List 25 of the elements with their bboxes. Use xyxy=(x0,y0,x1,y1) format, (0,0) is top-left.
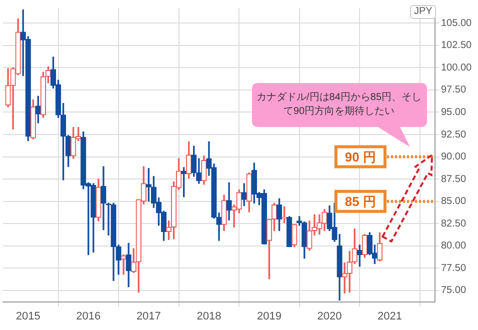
y-tick-label: 92.50 xyxy=(441,129,466,140)
x-tick-label: 2020 xyxy=(317,310,342,323)
y-tick-label: 85.00 xyxy=(441,196,466,208)
x-tick-label: 2017 xyxy=(136,310,161,323)
y-tick-label: 82.50 xyxy=(441,218,466,230)
y-tick-label: 97.50 xyxy=(441,84,466,96)
y-tick-label: 77.50 xyxy=(441,262,466,274)
y-tick-label: 87.50 xyxy=(441,174,466,185)
annotation: カナダドル/円は84円から85円、そして90円方向を期待したい xyxy=(255,91,423,119)
y-tick-label: 102.50 xyxy=(441,40,472,52)
ref-line-label: 90 円 xyxy=(344,149,376,164)
x-tick-label: 2015 xyxy=(16,310,40,323)
x-tick-label: 2016 xyxy=(76,310,101,323)
y-tick-label: 90.00 xyxy=(441,152,466,163)
y-tick-label: 95.00 xyxy=(441,106,466,118)
x-tick-label: 2021 xyxy=(378,310,402,323)
candlestick xyxy=(120,254,126,275)
y-tick-label: 80.00 xyxy=(441,240,466,252)
ref-line-label: 85 円 xyxy=(344,194,376,209)
x-tick-label: 2018 xyxy=(196,310,222,323)
x-tick-label: 2019 xyxy=(256,310,282,323)
y-tick-label: 105.00 xyxy=(441,18,472,29)
y-tick-label: 75.00 xyxy=(441,285,466,296)
y-tick-label: 100.00 xyxy=(441,62,472,74)
y-axis-title: JPY xyxy=(410,5,436,19)
